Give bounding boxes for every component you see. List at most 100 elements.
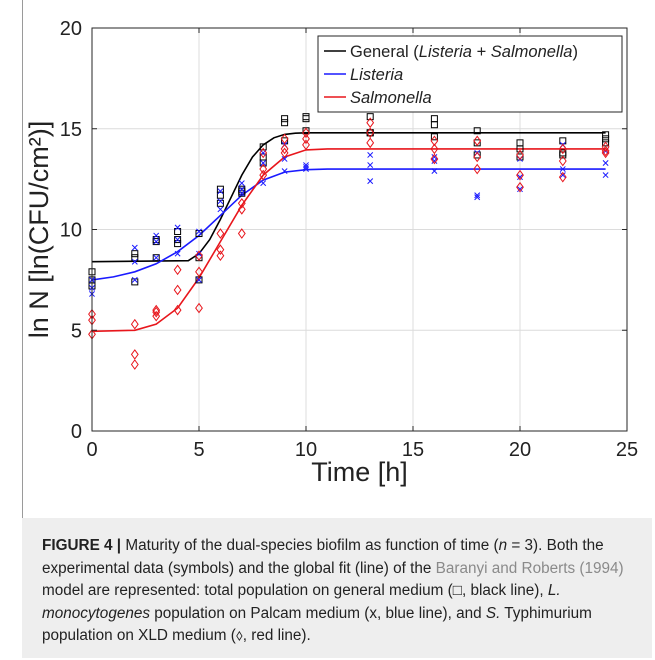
- figure-caption: FIGURE 4 | Maturity of the dual-species …: [42, 535, 642, 648]
- caption-text-3: model are represented: total population …: [42, 582, 548, 599]
- data-point-diamond: [280, 147, 289, 159]
- data-point-x: [517, 174, 523, 181]
- data-point-x: [174, 250, 181, 257]
- x-axis-label: Time [h]: [311, 457, 408, 487]
- data-point-diamond: [430, 135, 439, 147]
- data-point-diamond: [130, 349, 139, 360]
- data-point-diamond: [130, 318, 139, 330]
- data-point-diamond: [173, 264, 182, 276]
- data-point-diamond: [516, 149, 524, 161]
- data-point-diamond: [558, 155, 567, 167]
- data-point-diamond: [173, 304, 182, 316]
- data-point-diamond: [259, 163, 268, 175]
- caption-n-symbol: n: [498, 537, 508, 554]
- data-point-diamond: [516, 169, 524, 181]
- data-point-x: [431, 158, 438, 164]
- caption-text-2: = 3). Both the experimental data (symbol…: [42, 537, 604, 577]
- data-point-diamond: [259, 147, 268, 159]
- caption-text-5: Typhimurium population on XLD medium (⬨,…: [42, 604, 592, 645]
- data-point-square: [238, 189, 246, 197]
- data-point-x: [260, 180, 267, 187]
- data-point-x: [281, 168, 288, 175]
- data-point-x: [174, 236, 181, 243]
- data-point-x: [281, 156, 288, 162]
- data-point-square: [216, 191, 224, 199]
- x-tick-label: 10: [295, 439, 317, 461]
- legend-label-part: +: [472, 43, 491, 61]
- legend-label-part: General (: [350, 43, 419, 61]
- caption-reference-link[interactable]: Baranyi and Roberts (1994): [435, 559, 624, 577]
- data-point-square: [195, 230, 203, 238]
- x-tick-label: 0: [86, 439, 97, 461]
- figure-label: FIGURE 4 |: [42, 537, 122, 554]
- data-point-square: [152, 238, 160, 246]
- data-point-diamond: [280, 143, 289, 155]
- data-point-diamond: [558, 143, 567, 155]
- data-point-x: [602, 172, 609, 179]
- data-point-diamond: [130, 359, 139, 370]
- data-point-x: [174, 224, 181, 231]
- data-point-square: [259, 159, 267, 167]
- data-point-diamond: [195, 266, 203, 278]
- data-point-x: [238, 180, 245, 187]
- data-point-diamond: [237, 197, 246, 209]
- data-point-square: [281, 115, 289, 123]
- data-point-x: [431, 168, 438, 175]
- data-point-diamond: [601, 147, 610, 159]
- y-tick-label: 0: [71, 421, 82, 443]
- data-point-diamond: [430, 143, 439, 155]
- data-point-diamond: [173, 284, 182, 296]
- data-point-diamond: [473, 163, 482, 175]
- caption-species-listeria: L. monocytogenes: [42, 582, 561, 622]
- legend-box: [317, 35, 623, 113]
- legend-label-part: Listeria: [350, 66, 403, 84]
- data-point-diamond: [366, 127, 375, 139]
- data-point-square: [131, 250, 139, 258]
- data-point-square: [174, 240, 182, 248]
- data-point-x: [131, 244, 138, 251]
- left-border-rule: [22, 0, 23, 520]
- fit-line: [91, 148, 606, 333]
- data-point-diamond: [302, 139, 310, 151]
- data-point-diamond: [601, 141, 610, 153]
- data-point-x: [153, 232, 160, 239]
- legend-label: Listeria: [350, 66, 403, 84]
- chart-svg: 0 5 10 15 20 25 0 5 10 15 20 Time [h] ln N [ln(CFU/c…: [24, 18, 638, 487]
- data-point-diamond: [259, 169, 268, 181]
- data-point-x: [153, 238, 160, 245]
- y-axis-label: ln N [ln(CFU/cm²)]: [24, 121, 54, 339]
- x-tick-label: 25: [616, 439, 638, 461]
- data-point-square: [152, 254, 160, 262]
- data-point-diamond: [216, 228, 225, 239]
- data-point-x: [153, 254, 160, 261]
- data-point-square: [516, 145, 524, 153]
- caption-species-salmonella: S.: [485, 604, 501, 622]
- data-point-diamond: [366, 117, 375, 129]
- data-point-diamond: [152, 310, 161, 322]
- y-tick-label: 20: [60, 18, 82, 40]
- data-point-square: [366, 113, 374, 121]
- data-point-x: [196, 250, 202, 257]
- data-point-x: [474, 194, 481, 201]
- data-point-x: [131, 276, 138, 283]
- data-point-x: [517, 186, 523, 193]
- data-point-diamond: [516, 181, 524, 193]
- data-point-x: [559, 172, 566, 179]
- data-point-square: [131, 254, 139, 262]
- data-point-x: [602, 160, 609, 166]
- data-point-x: [303, 164, 309, 170]
- y-tick-label: 5: [71, 320, 82, 342]
- data-point-diamond: [473, 151, 482, 163]
- data-point-diamond: [152, 304, 161, 316]
- data-point-diamond: [195, 302, 203, 314]
- data-point-diamond: [601, 145, 610, 157]
- data-point-x: [559, 166, 566, 173]
- data-point-square: [174, 236, 182, 244]
- data-point-diamond: [558, 171, 567, 183]
- data-point-square: [559, 151, 567, 159]
- data-point-x: [260, 160, 267, 166]
- data-point-diamond: [237, 204, 246, 215]
- x-tick-label: 20: [509, 439, 531, 461]
- y-tick-label: 10: [60, 220, 82, 242]
